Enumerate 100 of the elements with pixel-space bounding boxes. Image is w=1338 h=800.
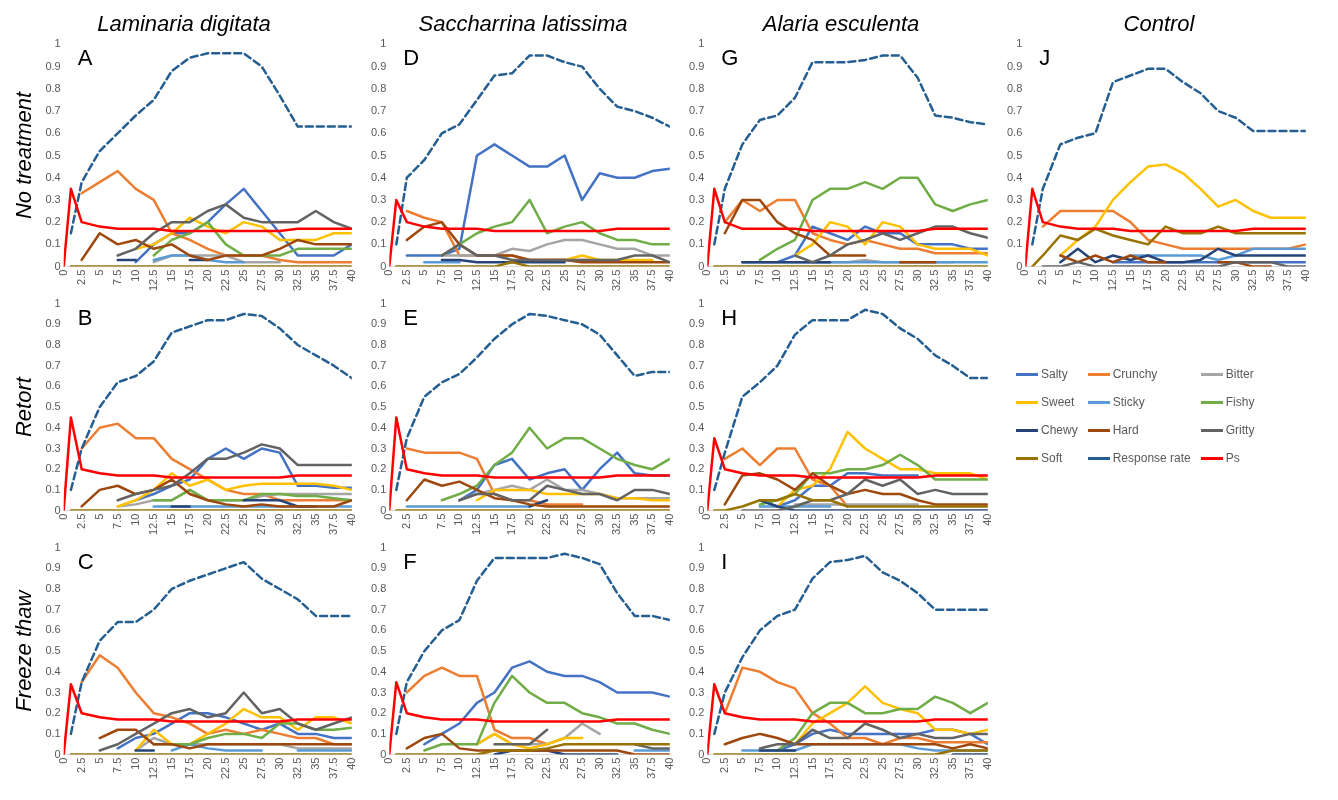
y-tick-label: 0.1 bbox=[370, 237, 387, 250]
chart-title: Control bbox=[1123, 11, 1196, 37]
y-tick-label: 0.2 bbox=[45, 706, 61, 719]
x-tick-label: 22.5 bbox=[858, 513, 871, 536]
x-tick-label: 20 bbox=[1158, 269, 1171, 282]
y-tick-label: 0.5 bbox=[45, 148, 61, 161]
y-tick-label: 0.3 bbox=[45, 441, 61, 454]
y-tick-label: 0.1 bbox=[45, 726, 61, 739]
x-tick-label: 32.5 bbox=[928, 757, 941, 780]
x-tick-label: 37.5 bbox=[963, 513, 976, 536]
y-tick-label: 1 bbox=[380, 296, 387, 309]
x-tick-label: 10 bbox=[770, 269, 783, 282]
x-tick-label: 35 bbox=[308, 513, 321, 526]
x-tick-label: 10 bbox=[128, 757, 141, 770]
y-tick-label: 1 bbox=[698, 540, 705, 553]
annotation: D bbox=[403, 45, 420, 71]
x-tick-label: 25 bbox=[236, 513, 249, 526]
x-tick-label: 15 bbox=[1123, 269, 1136, 282]
y-tick-label: 0.3 bbox=[370, 685, 387, 698]
x-tick-label: 30 bbox=[910, 757, 923, 770]
y-tick-label: 1 bbox=[380, 37, 387, 50]
y-tick-label: 0.4 bbox=[45, 664, 61, 677]
x-tick-label: 5 bbox=[1053, 269, 1066, 276]
y-tick-label: 0.4 bbox=[45, 420, 61, 433]
y-tick-label: 0.4 bbox=[688, 170, 705, 183]
x-tick-label: 20 bbox=[522, 513, 535, 526]
y-tick-label: 0.7 bbox=[1006, 104, 1023, 117]
y-tick-label: 0.6 bbox=[1006, 126, 1023, 139]
y-tick-label: 0.3 bbox=[688, 441, 705, 454]
y-tick-label: 0.6 bbox=[45, 623, 61, 636]
x-tick-label: 2.5 bbox=[717, 269, 730, 285]
x-tick-label: 37.5 bbox=[326, 757, 339, 780]
y-tick-label: 0.9 bbox=[688, 561, 705, 574]
x-tick-label: 30 bbox=[1228, 269, 1241, 282]
x-tick-label: 22.5 bbox=[218, 513, 231, 536]
x-tick-label: 40 bbox=[662, 513, 675, 526]
y-tick-label: 0.2 bbox=[1006, 215, 1023, 228]
y-tick-label: 0.8 bbox=[370, 338, 387, 351]
x-tick-label: 40 bbox=[980, 757, 993, 770]
y-tick-label: 0.6 bbox=[370, 623, 387, 636]
x-tick-label: 10 bbox=[452, 513, 465, 526]
x-tick-label: 27.5 bbox=[893, 757, 906, 780]
x-tick-label: 7.5 bbox=[110, 269, 123, 285]
x-tick-label: 10 bbox=[1088, 269, 1101, 282]
x-tick-label: 30 bbox=[592, 269, 605, 282]
x-tick-label: 7.5 bbox=[752, 513, 765, 529]
legend-label: Hard bbox=[1112, 423, 1139, 437]
x-tick-label: 15 bbox=[805, 757, 818, 770]
x-tick-label: 30 bbox=[592, 757, 605, 770]
y-tick-label: 0.8 bbox=[1006, 81, 1023, 94]
x-tick-label: 17.5 bbox=[182, 269, 195, 292]
x-tick-label: 35 bbox=[308, 757, 321, 770]
y-tick-label: 0.2 bbox=[45, 462, 61, 475]
x-tick-label: 30 bbox=[272, 757, 285, 770]
x-tick-label: 17.5 bbox=[182, 757, 195, 780]
x-tick-label: 17.5 bbox=[823, 513, 836, 536]
x-tick-label: 20 bbox=[200, 269, 213, 282]
x-tick-label: 40 bbox=[662, 757, 675, 770]
x-tick-label: 10 bbox=[452, 269, 465, 282]
x-tick-label: 37.5 bbox=[963, 269, 976, 292]
y-tick-label: 0.8 bbox=[45, 338, 61, 351]
x-tick-label: 22.5 bbox=[858, 269, 871, 292]
x-tick-label: 37.5 bbox=[1281, 269, 1294, 292]
legend-label: Sticky bbox=[1112, 395, 1145, 409]
annotation: F bbox=[403, 548, 417, 574]
x-tick-label: 12.5 bbox=[469, 757, 482, 780]
x-tick-label: 2.5 bbox=[399, 757, 412, 773]
x-tick-label: 27.5 bbox=[254, 269, 267, 292]
x-tick-label: 15 bbox=[805, 269, 818, 282]
y-tick-label: 0.4 bbox=[370, 170, 387, 183]
annotation: C bbox=[77, 548, 94, 574]
x-tick-label: 22.5 bbox=[1176, 269, 1189, 292]
x-tick-label: 25 bbox=[557, 513, 570, 526]
y-tick-label: 0.7 bbox=[370, 104, 387, 117]
y-tick-label: 0.2 bbox=[688, 462, 705, 475]
x-tick-label: 40 bbox=[344, 513, 357, 526]
x-tick-label: 32.5 bbox=[290, 757, 303, 780]
y-tick-label: 0.3 bbox=[688, 685, 705, 698]
annotation: H bbox=[721, 304, 738, 330]
x-tick-label: 35 bbox=[1263, 269, 1276, 282]
legend-label: Crunchy bbox=[1112, 367, 1158, 381]
y-tick-label: 0.1 bbox=[688, 482, 705, 495]
x-tick-label: 22.5 bbox=[540, 513, 553, 536]
x-tick-label: 32.5 bbox=[610, 757, 623, 780]
x-tick-label: 5 bbox=[92, 513, 105, 520]
y-tick-label: 0.7 bbox=[45, 602, 61, 615]
y-tick-label: 0.4 bbox=[370, 420, 387, 433]
x-tick-label: 35 bbox=[627, 269, 640, 282]
y-tick-label: 1 bbox=[380, 540, 387, 553]
y-tick-label: 1 bbox=[54, 540, 61, 553]
x-tick-label: 2.5 bbox=[717, 757, 730, 773]
y-tick-label: 0.1 bbox=[1006, 237, 1023, 250]
y-tick-label: 0.7 bbox=[688, 358, 705, 371]
x-tick-label: 15 bbox=[487, 757, 500, 770]
x-tick-label: 40 bbox=[662, 269, 675, 282]
x-tick-label: 17.5 bbox=[505, 269, 518, 292]
x-tick-label: 5 bbox=[735, 513, 748, 520]
x-tick-label: 25 bbox=[557, 269, 570, 282]
x-tick-label: 25 bbox=[875, 513, 888, 526]
y-tick-label: 0.8 bbox=[370, 81, 387, 94]
